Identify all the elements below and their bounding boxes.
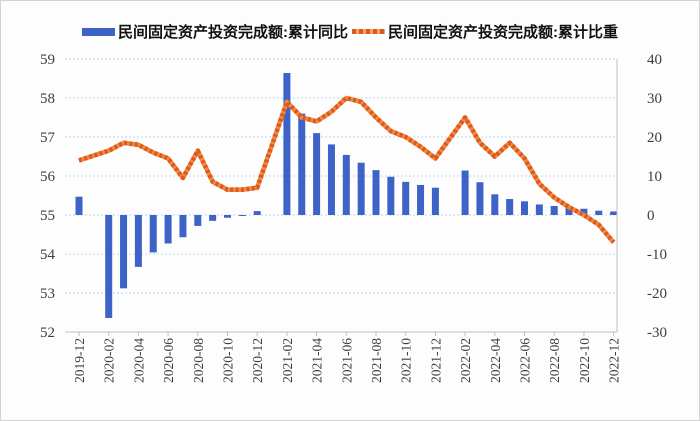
svg-text:53: 53 [40,286,55,302]
svg-text:58: 58 [40,91,55,107]
svg-text:-20: -20 [647,286,667,302]
svg-text:2022-12: 2022-12 [607,338,622,383]
svg-text:2022-06: 2022-06 [518,338,533,383]
svg-text:40: 40 [647,52,662,68]
svg-text:55: 55 [40,208,55,224]
legend-label-yoy: 民间固定资产投资完成额:累计同比 [118,24,348,41]
chart-legend: 民间固定资产投资完成额:累计同比 民间固定资产投资完成额:累计比重 [1,21,699,42]
svg-text:-10: -10 [647,247,667,263]
svg-text:56: 56 [40,169,56,185]
svg-text:2021-12: 2021-12 [428,338,443,383]
svg-text:2022-08: 2022-08 [547,338,562,383]
svg-text:2020-08: 2020-08 [191,338,206,383]
left-axis-labels: 52 53 54 55 56 57 58 59 [40,52,56,341]
legend-label-share: 民间固定资产投资完成额:累计比重 [388,24,618,41]
svg-text:2020-04: 2020-04 [131,338,146,383]
yoy-bars-series [75,73,618,318]
bar-series-swatch-icon [82,27,115,36]
svg-text:2022-10: 2022-10 [577,338,592,383]
svg-text:2021-04: 2021-04 [310,338,325,383]
right-axis-labels: -30 -20 -10 0 10 20 30 40 [647,52,667,341]
svg-text:52: 52 [40,325,55,341]
svg-text:2020-02: 2020-02 [102,338,117,383]
svg-text:2020-12: 2020-12 [250,338,265,383]
svg-text:10: 10 [647,169,662,185]
svg-text:2021-10: 2021-10 [399,338,414,383]
svg-text:20: 20 [647,130,662,146]
svg-text:54: 54 [40,247,56,263]
svg-text:59: 59 [40,52,55,68]
share-line-series [78,95,616,244]
svg-text:2021-06: 2021-06 [339,338,354,383]
legend-item-yoy: 民间固定资产投资完成额:累计同比 [82,21,348,42]
svg-text:2019-12: 2019-12 [72,338,87,383]
svg-text:0: 0 [647,208,655,224]
svg-text:2020-10: 2020-10 [221,338,236,383]
svg-text:-30: -30 [647,325,667,341]
x-axis-ticks [78,332,615,336]
dashed-line-swatch-icon [352,29,385,34]
svg-text:2022-02: 2022-02 [458,338,473,383]
legend-item-share: 民间固定资产投资完成额:累计比重 [352,21,618,42]
svg-text:2021-02: 2021-02 [280,338,295,383]
svg-text:2022-04: 2022-04 [488,338,503,383]
svg-text:2020-06: 2020-06 [161,338,176,383]
svg-text:57: 57 [40,130,56,146]
svg-text:30: 30 [647,91,662,107]
x-axis-labels: 2019-12 2020-02 2020-04 2020-06 2020-08 2020-… [72,338,622,383]
svg-text:2021-08: 2021-08 [369,338,384,383]
